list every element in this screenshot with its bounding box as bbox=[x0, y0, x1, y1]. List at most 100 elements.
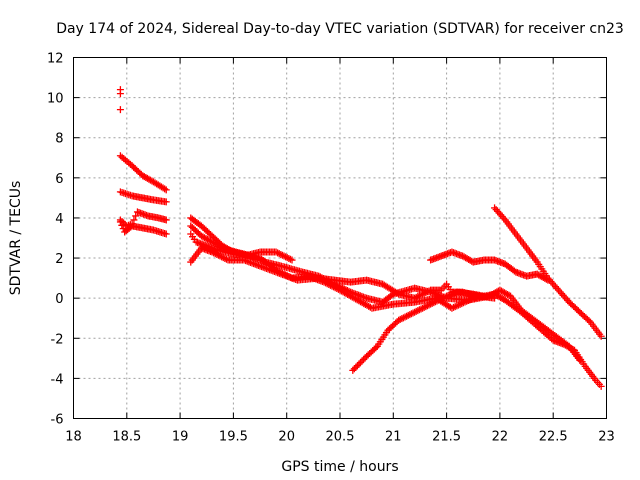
data-point-marker bbox=[414, 307, 422, 315]
data-point-marker bbox=[422, 303, 430, 311]
data-point-marker bbox=[430, 299, 438, 307]
data-point-marker bbox=[333, 285, 341, 293]
data-point-marker bbox=[453, 302, 461, 310]
data-point-marker bbox=[406, 311, 414, 319]
data-point-marker bbox=[399, 314, 407, 322]
y-tick-label: 0 bbox=[55, 292, 63, 307]
y-tick-label: 4 bbox=[55, 212, 63, 227]
x-tick-label: 20 bbox=[278, 430, 295, 445]
data-point-marker bbox=[356, 359, 364, 367]
y-tick-label: 8 bbox=[55, 132, 63, 147]
x-tick-label: 18 bbox=[65, 430, 82, 445]
y-tick-label: 12 bbox=[47, 52, 64, 67]
data-point-marker bbox=[461, 298, 469, 306]
data-point-marker bbox=[459, 299, 467, 307]
data-point-marker bbox=[211, 250, 219, 258]
data-point-marker bbox=[585, 317, 593, 325]
y-tick-label: 6 bbox=[55, 172, 63, 187]
data-point-marker bbox=[130, 216, 138, 224]
data-point-marker bbox=[116, 90, 124, 98]
data-point-marker bbox=[407, 310, 415, 318]
data-point-marker bbox=[456, 300, 464, 308]
plot-frame bbox=[73, 57, 607, 419]
data-point-marker bbox=[439, 294, 447, 302]
data-point-marker bbox=[433, 297, 441, 305]
data-point-marker bbox=[353, 362, 361, 370]
data-point-marker bbox=[280, 252, 288, 260]
data-points bbox=[116, 86, 605, 390]
data-point-marker bbox=[161, 185, 169, 193]
data-point-marker bbox=[349, 366, 357, 374]
data-point-marker bbox=[415, 306, 423, 314]
data-point-marker bbox=[358, 357, 366, 365]
data-point-marker bbox=[221, 254, 229, 262]
data-point-marker bbox=[403, 312, 411, 320]
data-point-marker bbox=[282, 253, 290, 261]
data-point-marker bbox=[334, 285, 342, 293]
data-point-marker bbox=[213, 250, 221, 258]
data-point-marker bbox=[412, 293, 420, 301]
data-point-marker bbox=[275, 250, 283, 258]
data-point-marker bbox=[569, 345, 577, 353]
data-point-marker bbox=[162, 230, 170, 238]
data-point-marker bbox=[352, 363, 360, 371]
data-point-marker bbox=[274, 249, 282, 257]
x-tick-label: 22.5 bbox=[539, 430, 568, 445]
data-point-marker bbox=[222, 255, 230, 263]
data-point-marker bbox=[211, 240, 219, 248]
y-tick-label: 2 bbox=[55, 252, 63, 267]
x-axis-label: GPS time / hours bbox=[281, 459, 398, 475]
data-point-marker bbox=[278, 251, 286, 259]
data-point-marker bbox=[404, 311, 412, 319]
data-point-marker bbox=[427, 300, 435, 308]
axis-ticks: 18 18.5 19 19.5 20 20.5 21 21.5 22 22.5 23 -6 -4 -2 0 2… bbox=[47, 52, 615, 445]
data-point-marker bbox=[411, 308, 419, 316]
data-point-marker bbox=[395, 316, 403, 324]
data-point-marker bbox=[162, 186, 170, 194]
data-point-marker bbox=[438, 295, 446, 303]
x-tick-label: 22 bbox=[492, 430, 509, 445]
data-point-marker bbox=[401, 313, 409, 321]
data-point-marker bbox=[431, 298, 439, 306]
data-point-marker bbox=[425, 301, 433, 309]
x-tick-label: 21 bbox=[385, 430, 402, 445]
data-point-marker bbox=[420, 289, 428, 297]
x-tick-label: 23 bbox=[598, 430, 615, 445]
data-point-marker bbox=[330, 283, 338, 291]
data-point-marker bbox=[491, 294, 499, 302]
data-point-marker bbox=[162, 198, 170, 206]
data-point-marker bbox=[361, 354, 369, 362]
data-point-marker bbox=[417, 291, 425, 299]
data-point-marker bbox=[415, 292, 423, 300]
x-tick-label: 19 bbox=[172, 430, 189, 445]
data-point-marker bbox=[214, 251, 222, 259]
x-tick-label: 21.5 bbox=[432, 430, 461, 445]
data-point-marker bbox=[207, 237, 215, 245]
data-point-marker bbox=[417, 305, 425, 313]
data-point-marker bbox=[393, 289, 401, 297]
data-point-marker bbox=[216, 252, 224, 260]
data-point-marker bbox=[422, 289, 430, 297]
data-point-marker bbox=[409, 309, 417, 317]
data-point-marker bbox=[419, 290, 427, 298]
data-point-marker bbox=[480, 292, 488, 300]
data-point-marker bbox=[420, 303, 428, 311]
data-point-marker bbox=[463, 297, 471, 305]
data-point-marker bbox=[283, 254, 291, 262]
data-point-marker bbox=[210, 239, 218, 247]
data-point-marker bbox=[450, 303, 458, 311]
data-point-marker bbox=[350, 365, 358, 373]
data-point-marker bbox=[423, 288, 431, 296]
data-point-marker bbox=[441, 293, 449, 301]
data-point-marker bbox=[328, 282, 336, 290]
data-point-marker bbox=[425, 287, 433, 295]
data-point-marker bbox=[118, 221, 126, 229]
y-tick-label: 10 bbox=[47, 92, 64, 107]
y-tick-label: -6 bbox=[51, 413, 64, 428]
data-point-marker bbox=[288, 256, 296, 264]
data-point-marker bbox=[355, 360, 363, 368]
chart-title: Day 174 of 2024, Sidereal Day-to-day VTE… bbox=[56, 21, 624, 37]
data-point-marker bbox=[448, 304, 456, 312]
data-point-marker bbox=[428, 299, 436, 307]
